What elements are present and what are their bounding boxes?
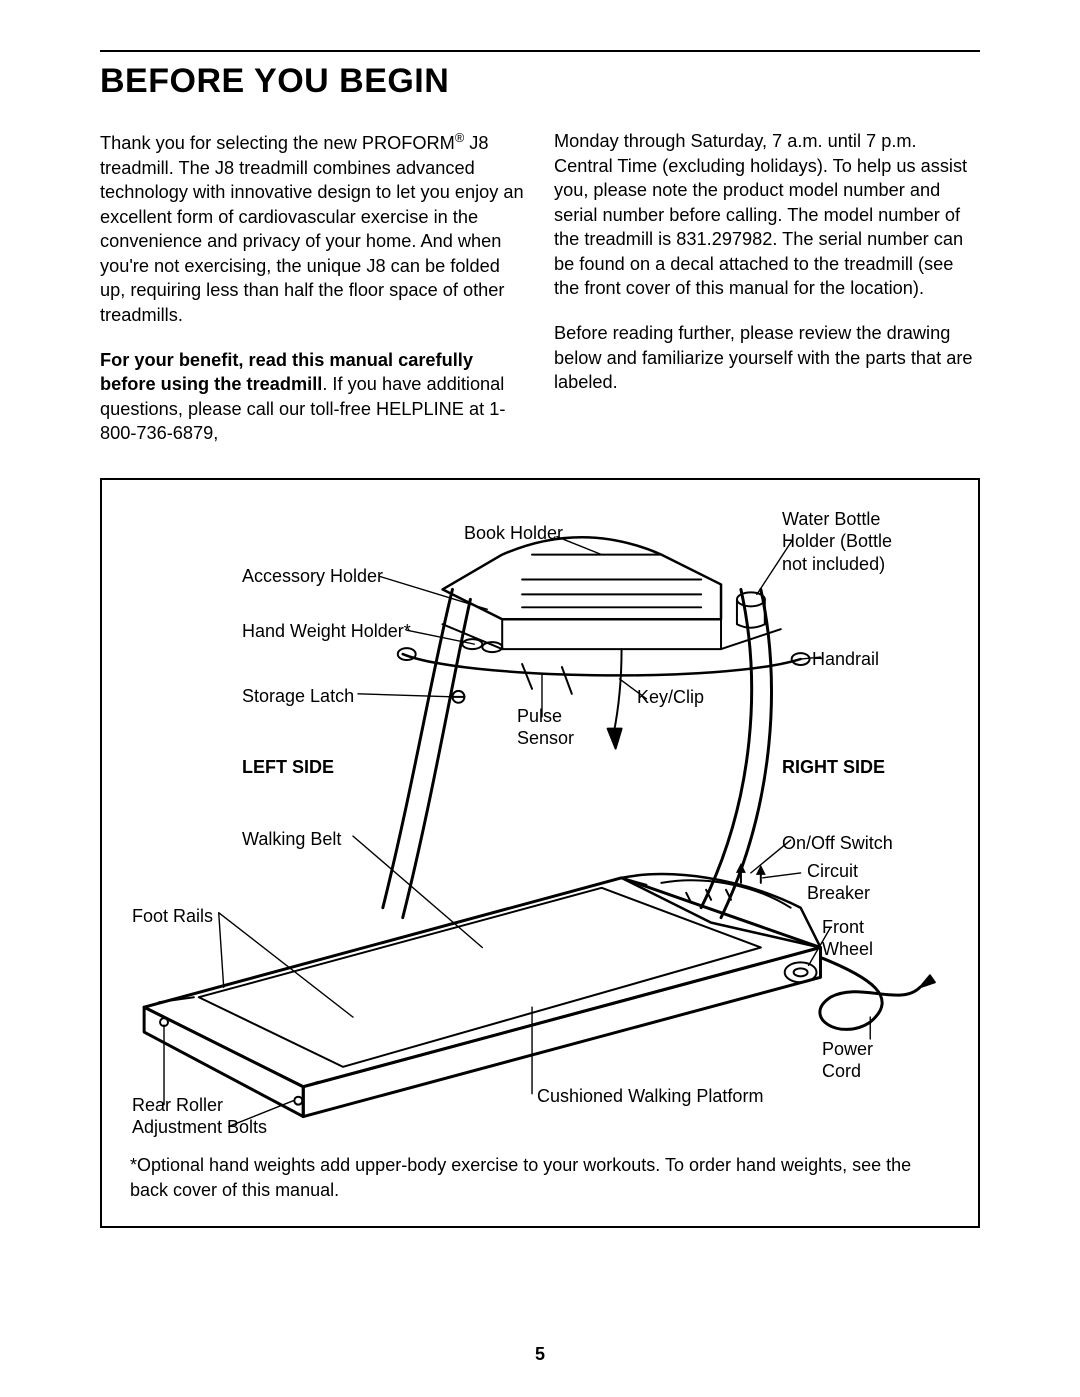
lbl-walking-belt: Walking Belt	[242, 828, 341, 851]
lbl-left-side: LEFT SIDE	[242, 756, 334, 779]
right-p2: Before reading further, please review th…	[554, 321, 980, 395]
intro-columns: Thank you for selecting the new PROFORM®…	[100, 129, 980, 466]
lbl-power-cord: Power Cord	[822, 1038, 873, 1083]
lbl-pulse-sensor: Pulse Sensor	[517, 705, 574, 750]
lbl-accessory-holder: Accessory Holder	[242, 565, 383, 588]
lbl-front-wheel: Front Wheel	[822, 916, 873, 961]
right-p1: Monday through Saturday, 7 a.m. until 7 …	[554, 129, 980, 301]
lbl-right-side: RIGHT SIDE	[782, 756, 885, 779]
lbl-water-bottle: Water Bottle Holder (Bottle not included…	[782, 508, 892, 576]
manual-page: BEFORE YOU BEGIN Thank you for selecting…	[0, 0, 1080, 1228]
diagram-footnote: *Optional hand weights add upper-body ex…	[130, 1153, 950, 1202]
lbl-cushioned: Cushioned Walking Platform	[537, 1085, 763, 1108]
left-p2: For your benefit, read this manual caref…	[100, 348, 526, 446]
diagram-box: Book Holder Accessory Holder Hand Weight…	[100, 478, 980, 1228]
lbl-book-holder: Book Holder	[464, 522, 563, 545]
p1a: Thank you for selecting the new PROFORM	[100, 133, 455, 153]
left-column: Thank you for selecting the new PROFORM®…	[100, 129, 526, 466]
page-number: 5	[0, 1344, 1080, 1365]
top-rule	[100, 50, 980, 52]
lbl-hand-weight-holder: Hand Weight Holder*	[242, 620, 411, 643]
reg-mark: ®	[455, 130, 464, 145]
lbl-storage-latch: Storage Latch	[242, 685, 354, 708]
page-title: BEFORE YOU BEGIN	[100, 62, 980, 101]
right-column: Monday through Saturday, 7 a.m. until 7 …	[554, 129, 980, 466]
lbl-onoff: On/Off Switch	[782, 832, 893, 855]
lbl-foot-rails: Foot Rails	[132, 905, 213, 928]
left-p1: Thank you for selecting the new PROFORM®…	[100, 129, 526, 328]
lbl-handrail: Handrail	[812, 648, 879, 671]
p1b: J8 tread­mill. The J8 treadmill combines…	[100, 133, 524, 325]
lbl-key-clip: Key/Clip	[637, 686, 704, 709]
lbl-circuit-breaker: Circuit Breaker	[807, 860, 870, 905]
lbl-rear-roller: Rear Roller Adjustment Bolts	[132, 1094, 267, 1139]
